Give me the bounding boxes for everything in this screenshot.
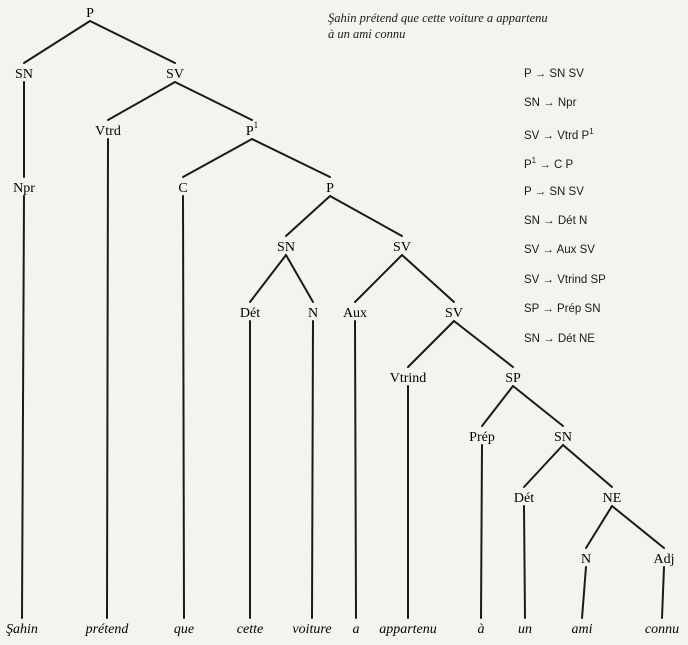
node-sv3: SV xyxy=(445,306,463,321)
rewrite-rule: SN → Dét N xyxy=(524,214,588,227)
word-2: que xyxy=(174,622,194,637)
sentence-line-1: Şahin prétend que cette voiture a appart… xyxy=(328,11,548,25)
edge-n2-word xyxy=(581,566,587,619)
edge-p1-p2 xyxy=(251,138,331,178)
edge-sn2-det1 xyxy=(249,254,287,303)
edge-p1-c xyxy=(182,138,253,178)
rewrite-rule: SV → Vtrind SP xyxy=(524,273,606,286)
edge-n1-word xyxy=(311,320,314,619)
arrow-icon: → xyxy=(539,273,558,286)
arrow-icon: → xyxy=(531,185,550,198)
edge-p2-sv2 xyxy=(329,195,403,237)
node-det1: Dét xyxy=(240,306,260,321)
node-det2: Dét xyxy=(514,491,534,506)
rewrite-rule: SV → Aux SV xyxy=(524,244,595,257)
edge-sv3-sp xyxy=(453,320,514,368)
word-5: a xyxy=(353,622,360,637)
word-0: Şahin xyxy=(6,622,38,637)
edge-sv2-aux xyxy=(354,254,403,303)
tree-edges xyxy=(21,20,665,619)
arrow-icon: → xyxy=(539,214,558,227)
sentence-line-2: à un ami connu xyxy=(328,27,406,41)
node-p2: P xyxy=(326,181,334,196)
arrow-icon: → xyxy=(539,332,558,345)
edge-sp-sn3 xyxy=(512,385,564,427)
edge-p_root-sn1 xyxy=(23,20,91,64)
rewrite-rule: P → SN SV xyxy=(524,68,584,80)
edge-sp-prep xyxy=(481,385,514,427)
node-vtrd: Vtrd xyxy=(95,124,121,139)
node-prep: Prép xyxy=(469,430,495,445)
word-3: cette xyxy=(237,622,263,637)
node-n1: N xyxy=(308,306,318,321)
node-ne: NE xyxy=(603,491,622,506)
rewrite-rule: P → SN SV xyxy=(524,185,584,198)
terminal-words: Şahin prétend que cette voiture a appartenu à un… xyxy=(6,622,679,637)
arrow-icon: → xyxy=(539,129,558,142)
node-sn2: SN xyxy=(277,240,295,255)
rewrite-rules-list: P → SN SV SN → Npr SV → Vtrd P1 P1 → C P P →… xyxy=(524,68,684,362)
node-p_root: P xyxy=(86,6,94,21)
edge-adj-word xyxy=(661,566,665,619)
edge-sv1-p1 xyxy=(174,81,253,121)
edge-p2-sn2 xyxy=(285,195,331,237)
node-n2: N xyxy=(581,552,591,567)
rewrite-rule: SN → Dét NE xyxy=(524,332,595,345)
arrow-icon: → xyxy=(531,68,550,80)
edge-sv2-sv3 xyxy=(401,254,455,303)
edge-vtrd-word xyxy=(106,138,109,619)
node-sv1: SV xyxy=(166,67,184,82)
edge-sn3-det2 xyxy=(523,444,564,488)
edge-p_root-sv1 xyxy=(89,20,176,64)
node-vtrind: Vtrind xyxy=(390,371,427,386)
edge-sn3-ne xyxy=(562,444,613,488)
rewrite-rule: SP → Prép SN xyxy=(524,303,601,316)
edge-c-word xyxy=(182,195,185,619)
arrow-icon: → xyxy=(536,159,555,171)
node-aux: Aux xyxy=(343,306,367,321)
node-sn3: SN xyxy=(554,430,572,445)
edge-ne-n2 xyxy=(585,505,613,549)
word-1: prétend xyxy=(85,622,130,637)
rewrite-rule: P1 → C P xyxy=(524,156,574,171)
word-10: connu xyxy=(645,622,679,637)
node-npr: Npr xyxy=(13,181,35,196)
word-7: à xyxy=(478,622,485,637)
arrow-icon: → xyxy=(539,97,558,110)
edge-npr-word xyxy=(21,195,25,619)
edge-ne-adj xyxy=(611,505,665,549)
word-4: voiture xyxy=(292,622,331,637)
node-sn1: SN xyxy=(15,67,33,82)
node-c: C xyxy=(178,181,187,196)
rewrite-rule: SV → Vtrd P1 xyxy=(524,126,594,142)
arrow-icon: → xyxy=(539,244,557,257)
edge-aux-word xyxy=(354,320,357,619)
example-sentence: Şahin prétend que cette voiture a appart… xyxy=(328,10,668,42)
node-adj: Adj xyxy=(654,552,675,567)
edge-sn2-n1 xyxy=(285,254,314,303)
node-sp: SP xyxy=(505,371,521,386)
arrow-icon: → xyxy=(539,303,558,316)
edge-det2-word xyxy=(523,505,526,619)
edge-sv3-vtrind xyxy=(407,320,455,368)
node-p1: P1 xyxy=(246,120,258,139)
edge-prep-word xyxy=(480,444,483,619)
edge-sv1-vtrd xyxy=(107,81,176,121)
node-sv2: SV xyxy=(393,240,411,255)
tree-node-labels: P SN SV Npr Vtrd P1 C P SN SV Dét N Aux SV Vtrind SP Pré… xyxy=(13,6,674,567)
word-8: un xyxy=(518,622,532,637)
word-6: appartenu xyxy=(379,622,437,637)
word-9: ami xyxy=(572,622,593,637)
rewrite-rule: SN → Npr xyxy=(524,97,577,110)
